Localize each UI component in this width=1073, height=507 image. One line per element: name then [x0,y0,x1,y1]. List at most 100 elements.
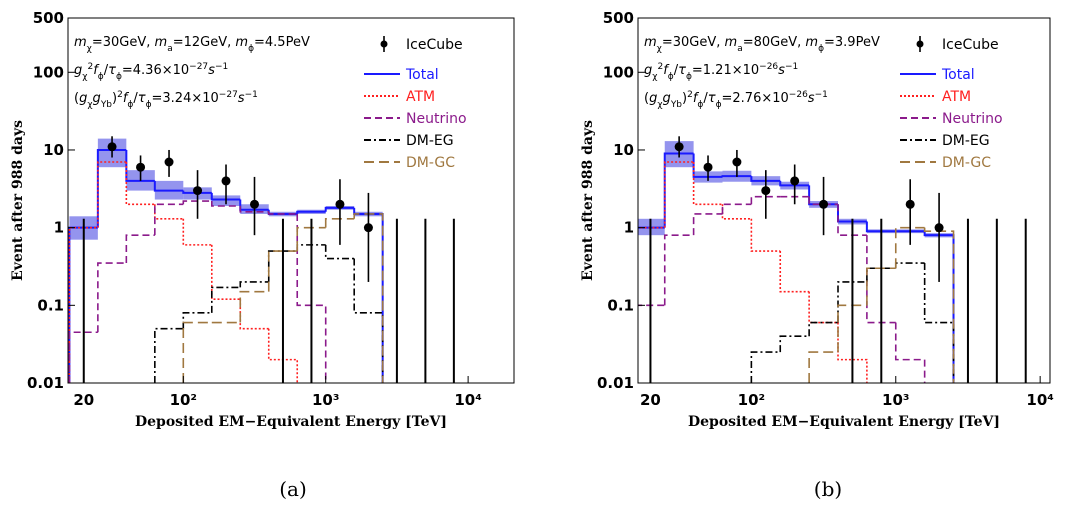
data-point [674,142,684,152]
data-point [819,199,829,209]
annotation-part: τ [708,91,716,106]
step-segment [866,267,896,306]
annotation-part: / [674,63,679,78]
step-segment [721,203,752,214]
step-segment [692,213,723,236]
annotation-part: / [133,91,138,106]
caption: (b) [814,477,842,501]
annotation-part: χ [82,72,87,82]
step-segment [837,304,867,353]
step-segment [296,226,326,252]
annotation-part: ( [644,91,649,106]
legend-key [380,40,388,48]
annotation: mχ=30GeV, ma=12GeV, mϕ=4.5PeV [74,35,310,54]
x-tick-label: 10⁴ [454,391,481,409]
legend-label: DM-EG [942,133,990,149]
step-segment [182,200,212,205]
annotation-part: χ [87,44,92,54]
step-segment [182,218,212,246]
annotation-part: m [644,35,657,50]
step-segment [808,196,839,206]
data-point [732,157,742,167]
legend-label: DM-GC [942,155,991,171]
annotation-part: ) [682,91,687,106]
step-segment [210,286,241,313]
annotation-part: ϕ [127,100,133,110]
annotation-part: s [778,63,785,78]
annotation-part: f [123,91,130,106]
annotation-part: s [208,63,215,78]
plot-area [638,136,1027,383]
data-point [934,223,944,233]
annotation-part: =4.36×10 [122,63,189,78]
step-segment [721,175,752,178]
annotation-part: χ [657,100,662,110]
annotation-part: ϕ [146,100,152,110]
data-point [703,162,713,172]
annotation-part: ϕ [686,72,692,82]
annotation-part: ( [74,91,79,106]
data-point [107,142,117,152]
step-segment [808,291,839,324]
annotation-part: / [703,91,708,106]
step-segment [692,153,723,178]
annotation-part: =3.24×10 [152,91,219,106]
step-segment [182,190,212,194]
step-segment [894,262,925,269]
step-segment [267,211,298,215]
data-point [790,176,800,186]
step-segment [750,176,781,182]
step-segment [750,218,781,252]
x-tick-label: 10³ [882,391,909,409]
annotation-part: m [155,35,168,50]
step-segment [210,201,241,207]
legend-label: Total [405,67,439,83]
step-segment [808,351,839,383]
annotation: mχ=30GeV, ma=80GeV, mϕ=3.9PeV [644,35,880,54]
annotation-part: =4.5PeV [254,35,310,50]
annotation-part: ϕ [818,44,824,54]
step-segment [154,327,184,383]
data-point [905,199,915,209]
annotation-part: a [167,44,173,54]
caption: (a) [279,477,307,501]
x-tick-label: 20 [640,391,661,409]
y-tick-label: 10 [43,141,64,159]
annotation-part: 2 [87,62,93,72]
step-segment [125,149,155,182]
annotation-part: −1 [215,62,228,72]
annotation-part: 2 [657,62,663,72]
annotation-part: / [104,63,109,78]
annotation-part: g [644,63,652,78]
annotation-part: −26 [759,62,778,72]
legend-label: ATM [942,89,971,105]
annotation-part: Yb [670,100,682,110]
y-tick-label: 500 [33,9,64,27]
step-segment [692,162,723,206]
step-segment [894,322,926,383]
y-tick-label: 1 [624,219,634,237]
legend-label: ATM [406,89,435,105]
annotation-part: ϕ [248,44,254,54]
annotation-part: −27 [219,90,238,100]
legend-label: DM-GC [406,155,455,171]
step-segment [239,205,269,213]
annotation-part: m [805,35,818,50]
annotation-part: =30GeV, [662,35,725,50]
annotation-part: s [808,91,815,106]
annotation-part: =3.9PeV [824,35,880,50]
annotation-part: =30GeV, [92,35,155,50]
annotation-part: f [693,91,700,106]
step-segment [239,299,269,330]
step-segment [182,312,212,329]
annotation-part: Yb [100,100,112,110]
y-axis-label: Event after 988 days [580,120,596,281]
annotation-part: =2.76×10 [722,91,789,106]
y-tick-label: 0.01 [27,374,64,392]
annotation-part: g [74,63,82,78]
plot-frame [67,17,515,384]
annotation-part: χ [652,72,657,82]
annotation-part: =1.21×10 [692,63,759,78]
y-tick-label: 0.1 [607,296,634,314]
data-point [221,176,231,186]
